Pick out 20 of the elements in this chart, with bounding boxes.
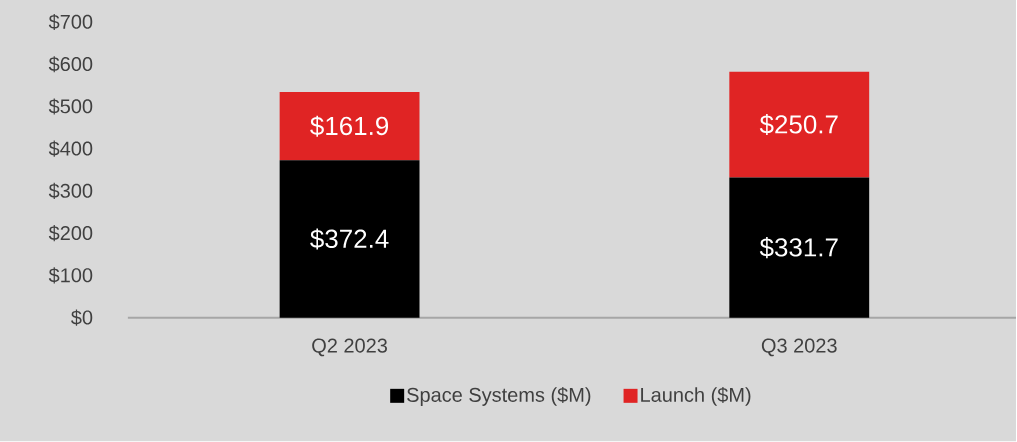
y-tick-label: $100 [48,267,93,284]
data-label: $372.4 [310,228,389,250]
legend-label: Launch ($M) [641,387,751,407]
y-tick-label: $300 [48,183,93,200]
y-tick-label: $0 [71,309,93,326]
x-tick-label: Q3 2023 [761,338,837,357]
data-label: $161.9 [310,115,389,137]
y-tick-label: $200 [48,225,93,242]
x-tick-label: Q2 2023 [312,338,387,357]
y-tick-label: $500 [48,98,93,115]
bar [279,160,420,318]
bar [729,177,870,318]
y-tick-label: $400 [48,140,93,158]
data-label: $250.7 [759,114,838,136]
data-label: $331.7 [759,237,838,259]
bar [279,92,420,161]
y-tick-label: $700 [48,14,93,31]
bar [729,71,870,178]
y-tick-label: $600 [48,56,93,73]
legend-label: Space Systems ($M) [407,387,591,407]
